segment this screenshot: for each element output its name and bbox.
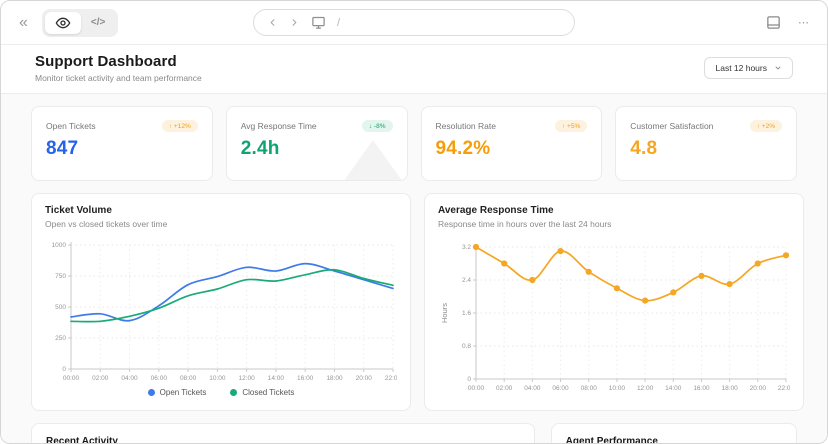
back-button[interactable] [267, 17, 278, 28]
code-toggle-button[interactable]: </> [81, 12, 115, 34]
svg-text:750: 750 [55, 273, 66, 280]
ticket-volume-chart: 0 250 500 750 1000 00:00 02:00 04:00 06:00 08:00 1… [52, 242, 397, 382]
code-icon: </> [90, 17, 106, 28]
url-path[interactable]: / [337, 16, 341, 29]
metric-card-satisfaction: Customer Satisfaction ↑ +2% 4.8 [615, 106, 797, 181]
svg-text:Hours: Hours [440, 303, 449, 323]
section-title: Recent Activity [46, 436, 118, 444]
svg-text:250: 250 [55, 335, 66, 342]
agent-performance-card: Agent Performance [550, 423, 797, 444]
svg-text:06:00: 06:00 [151, 375, 168, 382]
svg-text:1000: 1000 [52, 242, 67, 249]
page-subtitle: Monitor ticket activity and team perform… [35, 73, 202, 83]
svg-text:18:00: 18:00 [721, 385, 738, 392]
svg-text:18:00: 18:00 [326, 375, 343, 382]
svg-text:10:00: 10:00 [609, 385, 626, 392]
svg-text:12:00: 12:00 [637, 385, 654, 392]
svg-text:14:00: 14:00 [665, 385, 682, 392]
bottom-row: Recent Activity Agent Performance [31, 423, 797, 444]
charts-row: Ticket Volume Open vs closed tickets ove… [31, 193, 804, 411]
collapse-sidebar-button[interactable]: « [19, 13, 28, 31]
metric-value: 94.2% [435, 138, 491, 159]
legend-label: Closed Tickets [242, 388, 295, 397]
trend-badge: ↑ +2% [749, 120, 782, 132]
metric-value: 4.8 [630, 138, 658, 159]
svg-text:00:00: 00:00 [63, 375, 80, 382]
svg-text:12:00: 12:00 [238, 375, 255, 382]
avg-response-card: Average Response Time Response time in h… [424, 193, 804, 411]
svg-text:00:00: 00:00 [468, 385, 485, 392]
forward-button[interactable] [289, 17, 300, 28]
svg-text:3.2: 3.2 [462, 244, 471, 251]
page-header: Support Dashboard Monitor ticket activit… [1, 45, 827, 94]
svg-text:06:00: 06:00 [552, 385, 569, 392]
metric-label: Avg Response Time [240, 121, 317, 131]
legend-dot [147, 389, 155, 396]
monitor-icon [311, 15, 326, 30]
topbar-actions: ⋯ [765, 14, 811, 31]
metric-card-resolution-rate: Resolution Rate ↑ +5% 94.2% [420, 106, 603, 181]
svg-text:02:00: 02:00 [496, 385, 513, 392]
preview-toggle-button[interactable] [44, 11, 81, 34]
page-title: Support Dashboard [35, 53, 177, 70]
metric-label: Customer Satisfaction [630, 121, 714, 131]
avg-response-chart: 0 0.8 1.6 2.4 3.2 00:00 02:00 04:00 06:00 08:00 10… [440, 243, 790, 392]
page-heading-group: Support Dashboard Monitor ticket activit… [35, 53, 202, 83]
svg-text:2.4: 2.4 [462, 277, 471, 284]
dashboard-content: Open Tickets ↑ +12% 847 Avg Response Tim… [1, 94, 827, 444]
address-bar[interactable]: / [253, 9, 575, 36]
svg-text:04:00: 04:00 [524, 385, 541, 392]
view-mode-toggle: </> [41, 8, 119, 37]
chart-subtitle: Response time in hours over the last 24 … [438, 219, 612, 229]
metric-value: 847 [46, 138, 79, 159]
svg-text:16:00: 16:00 [693, 385, 710, 392]
trend-badge: ↓ -8% [361, 120, 393, 132]
chart-legend: Open Tickets Closed Tickets [45, 388, 397, 397]
section-title: Agent Performance [565, 436, 658, 444]
svg-text:0: 0 [62, 366, 66, 373]
metrics-row: Open Tickets ↑ +12% 847 Avg Response Tim… [31, 106, 797, 181]
svg-text:08:00: 08:00 [581, 385, 598, 392]
svg-text:04:00: 04:00 [121, 375, 138, 382]
chart-subtitle: Open vs closed tickets over time [45, 219, 168, 229]
svg-text:20:00: 20:00 [750, 385, 767, 392]
svg-text:10:00: 10:00 [209, 375, 226, 382]
chevron-down-icon [774, 64, 782, 72]
trend-badge: ↑ +5% [555, 120, 588, 132]
legend-label: Open Tickets [159, 388, 207, 397]
chart-title: Average Response Time [438, 205, 554, 216]
metric-value: 2.4h [240, 138, 280, 159]
cursor-artifact-triangle [332, 140, 407, 180]
bottom-panel-icon[interactable] [765, 14, 782, 31]
svg-text:16:00: 16:00 [297, 375, 314, 382]
svg-text:0.8: 0.8 [462, 343, 471, 350]
legend-item-closed: Closed Tickets [230, 388, 294, 397]
svg-text:08:00: 08:00 [180, 375, 197, 382]
time-range-value: Last 12 hours [715, 63, 767, 73]
legend-item-open: Open Tickets [147, 388, 207, 397]
trend-badge: ↑ +12% [161, 120, 198, 132]
eye-icon [55, 15, 71, 31]
metric-card-avg-response: Avg Response Time ↓ -8% 2.4h [225, 106, 408, 181]
ticket-volume-card: Ticket Volume Open vs closed tickets ove… [31, 193, 411, 411]
top-bar: « </> / [1, 1, 827, 45]
svg-text:14:00: 14:00 [268, 375, 285, 382]
metric-card-open-tickets: Open Tickets ↑ +12% 847 [31, 106, 213, 181]
metric-label: Open Tickets [46, 121, 96, 131]
svg-text:500: 500 [55, 304, 66, 311]
recent-activity-card: Recent Activity [31, 423, 535, 444]
svg-text:20:00: 20:00 [356, 375, 373, 382]
svg-text:1.6: 1.6 [462, 310, 471, 317]
svg-text:02:00: 02:00 [92, 375, 109, 382]
metric-label: Resolution Rate [435, 121, 496, 131]
time-range-select[interactable]: Last 12 hours [704, 57, 793, 79]
legend-dot [230, 389, 238, 396]
svg-text:22:00: 22:00 [385, 375, 397, 382]
svg-text:22:00: 22:00 [778, 385, 790, 392]
more-menu-button[interactable]: ⋯ [798, 17, 811, 29]
chart-title: Ticket Volume [45, 205, 112, 216]
svg-text:0: 0 [467, 376, 471, 383]
